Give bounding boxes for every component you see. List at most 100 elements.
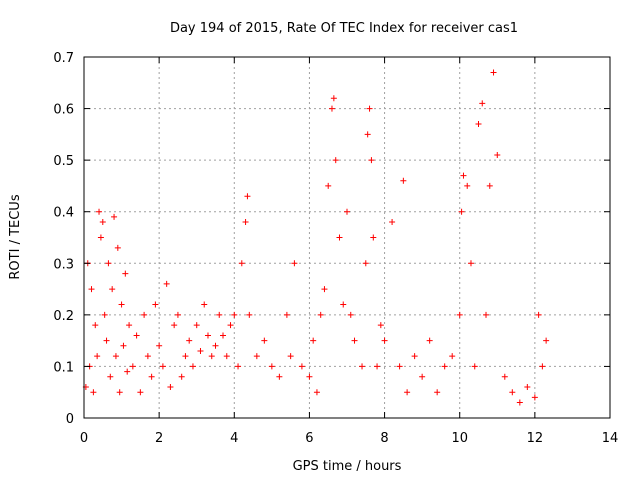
data-point [268,363,275,370]
x-tick-label: 8 [380,431,388,446]
data-point [163,280,170,287]
data-point [201,301,208,308]
data-point [464,182,471,189]
data-point [167,384,174,391]
grid [84,57,610,418]
data-point [178,373,185,380]
plot-frame [83,56,611,419]
data-point [90,389,97,396]
data-point [220,332,227,339]
data-point [242,219,249,226]
y-tick-label: 0.5 [53,154,74,169]
data-point [340,301,347,308]
data-point [244,193,251,200]
data-point [368,157,375,164]
data-point [152,301,159,308]
data-point [96,208,103,215]
data-point [118,301,125,308]
data-point [133,332,140,339]
data-point [227,322,234,329]
x-tick-label: 10 [451,431,468,446]
data-point [182,353,189,360]
data-point [467,260,474,267]
data-point [332,157,339,164]
y-axis-ticks: 0 0.1 0.2 0.3 0.4 0.5 0.6 0.7 [53,51,610,427]
data-point [171,322,178,329]
data-point [317,311,324,318]
x-axis-label: GPS time / hours [293,459,402,474]
data-point [359,363,366,370]
data-points [82,69,550,406]
data-point [298,363,305,370]
x-tick-label: 12 [527,431,544,446]
data-point [456,311,463,318]
data-point [103,337,110,344]
y-tick-label: 0.7 [53,51,74,66]
data-point [88,286,95,293]
data-point [389,219,396,226]
data-point [283,311,290,318]
y-axis-label: ROTI / TECUs [8,194,23,279]
data-point [105,260,112,267]
data-point [261,337,268,344]
data-point [159,363,166,370]
data-point [325,182,332,189]
data-point [193,322,200,329]
data-point [223,353,230,360]
data-point [475,121,482,128]
data-point [486,182,493,189]
data-point [370,234,377,241]
data-point [381,337,388,344]
data-point [129,363,136,370]
data-point [364,131,371,138]
data-point [411,353,418,360]
data-point [494,151,501,158]
data-point [330,95,337,102]
data-point [109,286,116,293]
data-point [112,353,119,360]
x-tick-label: 0 [80,431,88,446]
y-tick-label: 0.6 [53,103,74,118]
data-point [291,260,298,267]
data-point [107,373,114,380]
data-point [516,399,523,406]
data-point [122,270,129,277]
data-point [235,363,242,370]
data-point [174,311,181,318]
data-point [524,384,531,391]
data-point [144,353,151,360]
data-point [197,347,204,354]
y-tick-label: 0.2 [53,309,74,324]
data-point [141,311,148,318]
data-point [246,311,253,318]
y-tick-label: 0.4 [53,206,74,221]
data-point [449,353,456,360]
data-point [253,353,260,360]
data-point [434,389,441,396]
chart-title: Day 194 of 2015, Rate Of TEC Index for r… [170,21,518,36]
x-axis-ticks: 0 2 4 6 8 10 12 14 [80,57,618,446]
data-point [419,373,426,380]
data-point [97,234,104,241]
data-point [543,337,550,344]
data-point [347,311,354,318]
data-point [374,363,381,370]
data-point [94,353,101,360]
data-point [460,172,467,179]
data-point [483,311,490,318]
data-point [114,244,121,251]
data-point [120,342,127,349]
data-point [137,389,144,396]
data-point [328,105,335,112]
data-point [471,363,478,370]
data-point [490,69,497,76]
data-point [344,208,350,215]
data-point [99,219,106,226]
data-point [204,332,211,339]
y-tick-label: 0.3 [53,257,74,272]
data-point [238,260,245,267]
data-point [313,389,320,396]
data-point [156,342,163,349]
data-point [126,322,133,329]
